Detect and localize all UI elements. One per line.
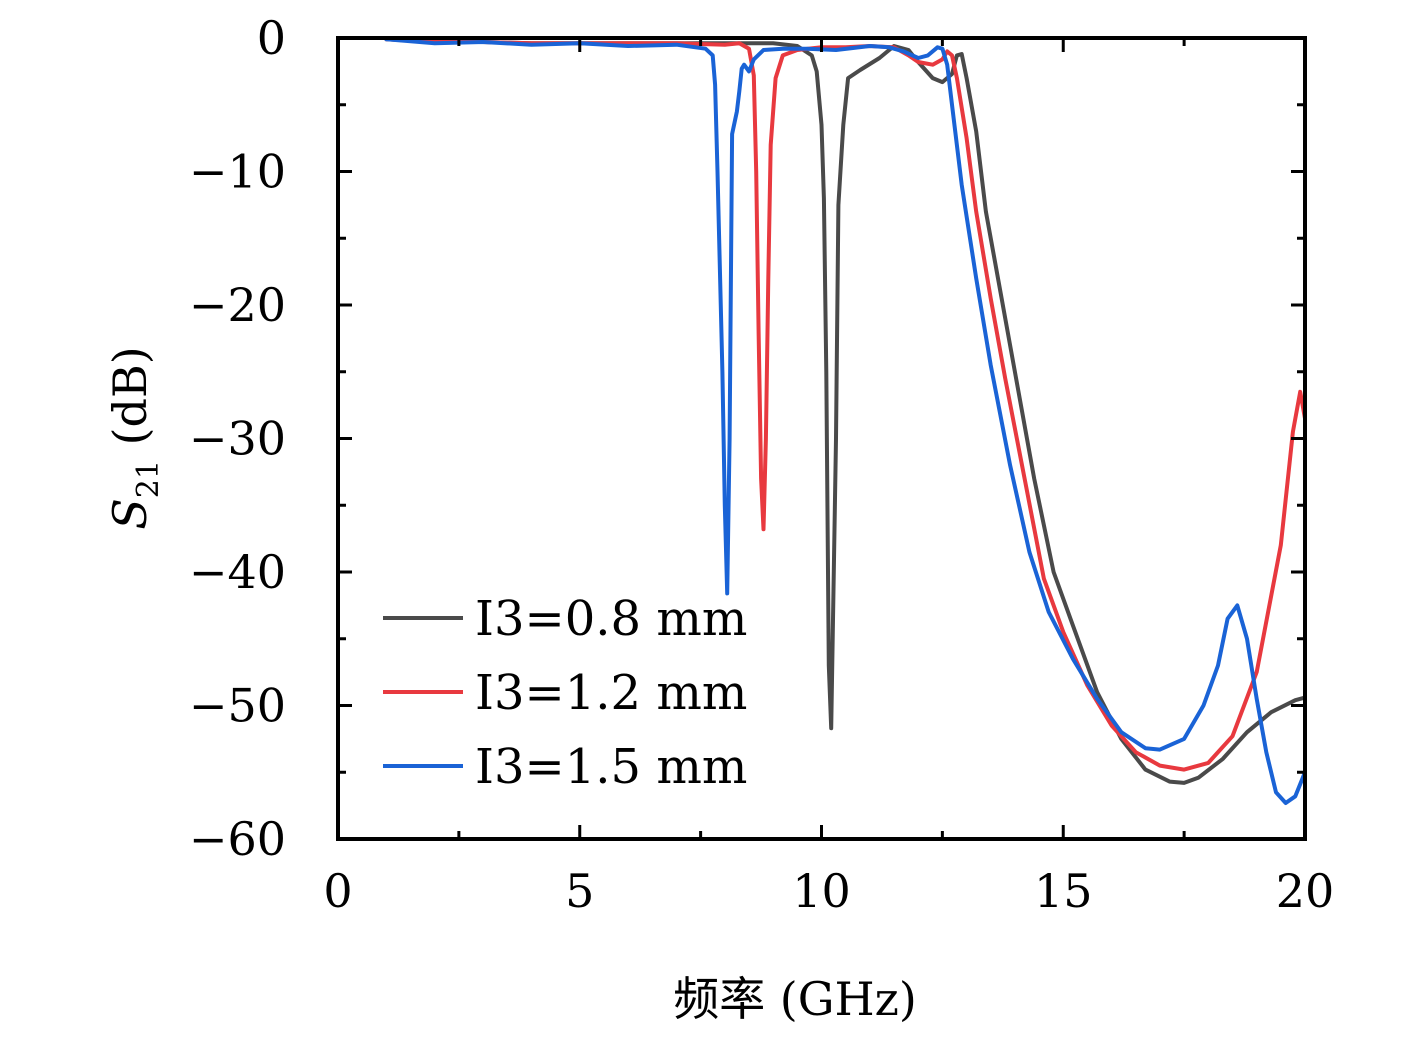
x-tick-label: 0: [323, 864, 352, 918]
y-tick-label: −60: [189, 812, 286, 866]
series-line: [384, 38, 1305, 805]
x-axis-title: 频率 (GHz): [673, 972, 917, 1026]
legend-label: I3=1.2 mm: [475, 665, 747, 721]
x-tick-label: 15: [1034, 864, 1093, 918]
legend-label: I3=1.5 mm: [475, 739, 747, 795]
x-tick-label: 10: [792, 864, 851, 918]
y-tick-label: 0: [257, 11, 286, 65]
y-axis-subscript: 21: [131, 460, 166, 498]
plot-frame: [336, 36, 1307, 841]
y-tick-label: −20: [189, 278, 286, 332]
y-axis-symbol: S: [103, 498, 157, 530]
legend-label: I3=0.8 mm: [475, 591, 747, 647]
y-axis-title: S21 (dB): [103, 346, 166, 529]
y-tick-labels: 0 −10 −20 −30 −40 −50 −60: [189, 11, 286, 866]
y-tick-label: −40: [189, 545, 286, 599]
y-tick-label: −50: [189, 679, 286, 733]
series-layer: [384, 38, 1305, 805]
svg-text:S21 (dB): S21 (dB): [103, 346, 166, 529]
x-tick-label: 5: [565, 864, 594, 918]
y-tick-label: −10: [189, 145, 286, 199]
y-tick-label: −30: [189, 412, 286, 466]
x-tick-labels: 0 5 10 15 20: [323, 864, 1334, 918]
legend: I3=0.8 mm I3=1.2 mm I3=1.5 mm: [383, 591, 747, 795]
y-axis-unit: (dB): [103, 346, 157, 445]
x-tick-label: 20: [1276, 864, 1335, 918]
series-line: [384, 38, 1305, 772]
